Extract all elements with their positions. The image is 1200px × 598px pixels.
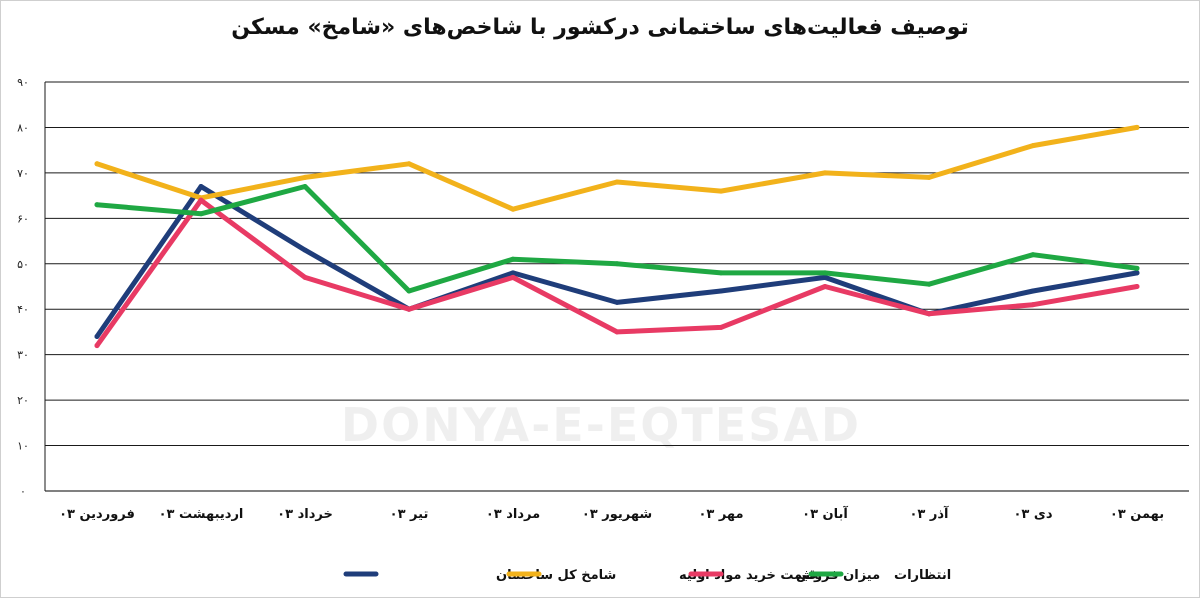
data-point — [614, 329, 620, 335]
data-point — [510, 270, 516, 276]
data-point — [94, 202, 100, 208]
data-point — [198, 211, 204, 217]
data-point — [1134, 270, 1140, 276]
x-tick-label: آبان ۰۳ — [802, 505, 848, 522]
data-point — [1030, 302, 1036, 308]
series-line — [94, 197, 1140, 349]
data-point — [1030, 252, 1036, 258]
data-point — [510, 256, 516, 262]
y-tick-label: ۶۰ — [17, 212, 29, 225]
watermark-text: DONYA-E-EQTESAD — [341, 398, 861, 452]
data-point — [406, 288, 412, 294]
x-tick-label: دی ۰۳ — [1014, 507, 1053, 522]
data-point — [822, 284, 828, 289]
data-point — [614, 179, 620, 185]
data-point — [822, 274, 828, 280]
data-point — [718, 188, 724, 194]
x-tick-label: تیر ۰۳ — [390, 507, 429, 522]
x-tick-label: بهمن ۰۳ — [1110, 507, 1164, 522]
legend-label: انتظارات — [894, 568, 951, 583]
y-tick-label: ۳۰ — [17, 349, 29, 362]
data-point — [94, 161, 100, 167]
data-point — [614, 261, 620, 267]
x-tick-label: آذر ۰۳ — [909, 505, 949, 522]
y-tick-label: ۹۰ — [17, 76, 29, 89]
data-point — [198, 197, 204, 203]
data-point — [926, 281, 932, 287]
data-point — [406, 306, 412, 312]
y-tick-label: ۱۰ — [17, 440, 29, 453]
data-point — [510, 274, 516, 280]
data-point — [614, 299, 620, 305]
x-tick-label: مرداد ۰۳ — [486, 507, 540, 522]
y-tick-label: ۲۰ — [17, 394, 29, 407]
x-tick-label: فروردین ۰۳ — [59, 507, 135, 522]
y-tick-label: ۸۰ — [17, 121, 29, 134]
y-tick-label: ۷۰ — [17, 167, 29, 180]
data-point — [302, 247, 308, 253]
data-point — [926, 174, 932, 180]
x-tick-label: شهریور ۰۳ — [582, 507, 652, 522]
data-point — [1134, 265, 1140, 271]
y-tick-label: ۴۰ — [17, 303, 29, 316]
series-line — [94, 124, 1140, 212]
data-point — [510, 206, 516, 212]
data-point — [926, 311, 932, 317]
data-point — [822, 270, 828, 276]
y-tick-label: ۰ — [20, 485, 26, 498]
x-tick-label: خرداد ۰۳ — [277, 507, 333, 522]
data-point — [302, 274, 308, 280]
data-point — [302, 174, 308, 180]
data-point — [718, 324, 724, 330]
data-point — [1030, 143, 1036, 149]
data-point — [406, 161, 412, 167]
data-point — [302, 184, 308, 190]
x-tick-label: اردیبهشت ۰۳ — [159, 507, 244, 522]
data-point — [1134, 284, 1140, 289]
x-tick-label: مهر ۰۳ — [698, 507, 743, 522]
data-point — [94, 333, 100, 339]
data-point — [718, 270, 724, 276]
data-point — [822, 170, 828, 176]
data-point — [718, 288, 724, 294]
data-point — [198, 184, 204, 190]
chart-title: توصیف فعالیت‌های ساختمانی درکشور با شاخص… — [231, 15, 969, 40]
data-point — [1134, 124, 1140, 130]
data-point — [1030, 288, 1036, 294]
data-point — [94, 343, 100, 349]
y-tick-label: ۵۰ — [17, 258, 29, 271]
